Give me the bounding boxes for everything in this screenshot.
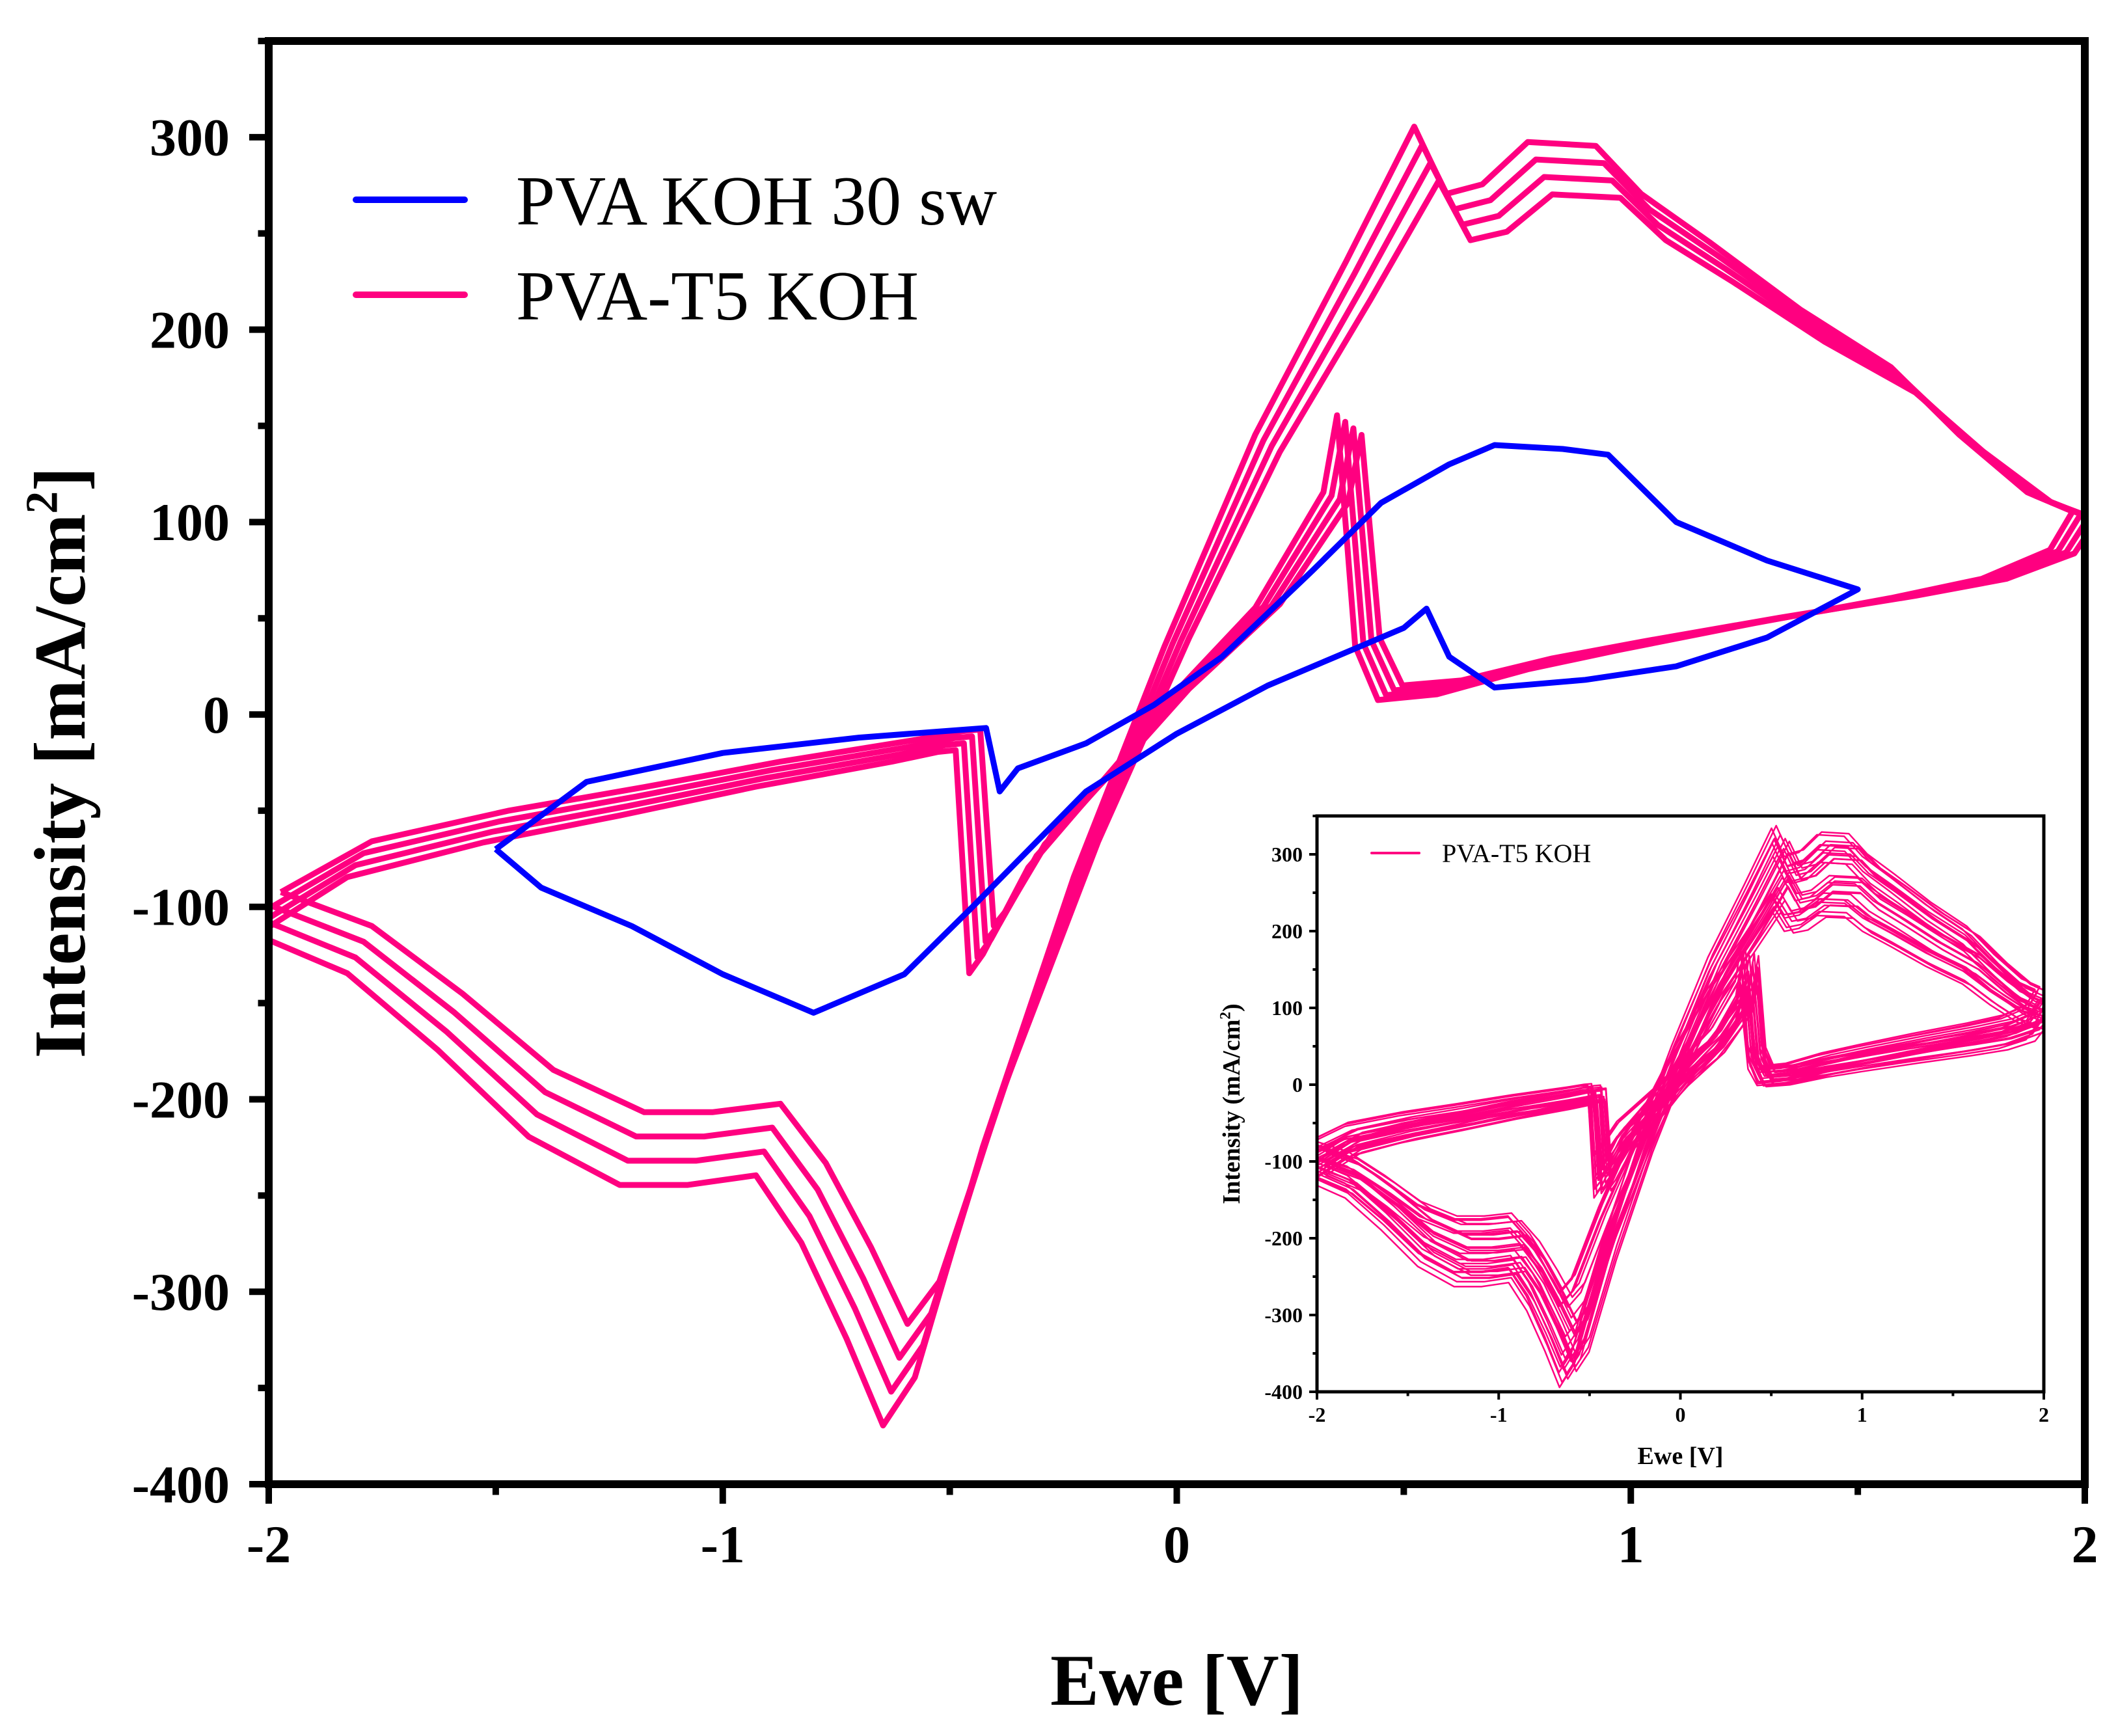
series-pva-t5-koh-cycle — [1324, 878, 2044, 1333]
series-pva-t5-koh-cycle — [1321, 837, 2044, 1357]
y-axis-title-end: ] — [20, 467, 101, 491]
y-tick-label: -100 — [1264, 1150, 1303, 1173]
y-axis-title-main: Intensity (mA/cm — [1218, 1020, 1245, 1204]
series-pva-t5-koh-cycle — [1325, 875, 2044, 1322]
y-axis-title: Intensity (mA/cm2) — [1217, 1003, 1245, 1204]
legend-label: PVA-T5 KOH — [516, 258, 919, 335]
x-tick-label: -2 — [247, 1515, 291, 1574]
series-pva-t5-koh-cycle — [1317, 899, 2044, 1299]
series-pva-t5-koh-cycle — [271, 159, 2085, 1361]
y-tick-label: -200 — [132, 1070, 230, 1129]
y-tick-label: 100 — [150, 493, 230, 552]
y-tick-label: -400 — [1264, 1380, 1303, 1404]
x-tick-label: 2 — [2039, 1403, 2049, 1426]
series-pva-t5-koh-cycle — [1317, 842, 2037, 1389]
y-axis-title-end: ) — [1218, 1003, 1245, 1012]
y-tick-label: 300 — [150, 108, 230, 167]
curves — [1317, 824, 2044, 1389]
y-tick-label: 0 — [1292, 1073, 1303, 1096]
x-tick-label: 2 — [2072, 1515, 2098, 1574]
y-tick-label: -400 — [132, 1455, 230, 1514]
y-tick-label: 300 — [1271, 843, 1303, 866]
x-tick-label: 0 — [1163, 1515, 1190, 1574]
series-pva-t5-koh-cycle — [1317, 855, 2037, 1368]
y-axis-title: Intensity [mA/cm2] — [17, 467, 101, 1059]
x-tick-label: -2 — [1309, 1403, 1326, 1426]
x-axis-title: Ewe [V] — [1050, 1640, 1303, 1721]
y-tick-label: -300 — [1264, 1303, 1303, 1327]
series-pva-t5-koh-cycle — [1325, 840, 2044, 1357]
y-tick-label: -200 — [1264, 1227, 1303, 1250]
plot-frame — [1315, 814, 2046, 1394]
x-axis-title: Ewe [V] — [1638, 1443, 1724, 1470]
x-tick-label: -1 — [701, 1515, 745, 1574]
y-tick-label: -300 — [132, 1262, 230, 1322]
y-axis-title-superscript: 2 — [1217, 1012, 1234, 1020]
legend-label: PVA-T5 KOH — [1442, 839, 1591, 868]
series-pva-t5-koh-cycle — [279, 178, 2085, 1327]
y-tick-label: -100 — [132, 878, 230, 937]
y-tick-label: 200 — [150, 300, 230, 359]
y-tick-label: 200 — [1271, 919, 1303, 943]
series-pva-t5-koh-cycle — [1317, 906, 2039, 1306]
series-pva-t5-koh-cycle — [1317, 893, 2036, 1294]
curves — [269, 124, 2085, 1429]
y-tick-label: 100 — [1271, 996, 1303, 1020]
series-pva-t5-koh-cycle — [1320, 848, 2044, 1363]
x-tick-label: 0 — [1676, 1403, 1686, 1426]
x-tick-label: 1 — [1857, 1403, 1867, 1426]
y-axis-title-superscript: 2 — [17, 491, 67, 514]
x-tick-label: 1 — [1618, 1515, 1644, 1574]
series-pva-t5-koh-cycle — [1317, 910, 2036, 1307]
y-axis-title-main: Intensity [mA/cm — [20, 514, 101, 1059]
y-tick-label: 0 — [203, 685, 230, 744]
series-pva-t5-koh-cycle — [1317, 824, 2041, 1371]
series-pva-t5-koh-cycle — [1317, 834, 2044, 1380]
x-tick-label: -1 — [1490, 1403, 1508, 1426]
legend-label: PVA KOH 30 sw — [516, 163, 997, 240]
inset-plot: -2 -1 0 1 2 -400 -300 -200 -100 0 100 200 300 Ewe [V]… — [1217, 814, 2049, 1470]
series-pva-koh-30sw — [493, 442, 1861, 1016]
